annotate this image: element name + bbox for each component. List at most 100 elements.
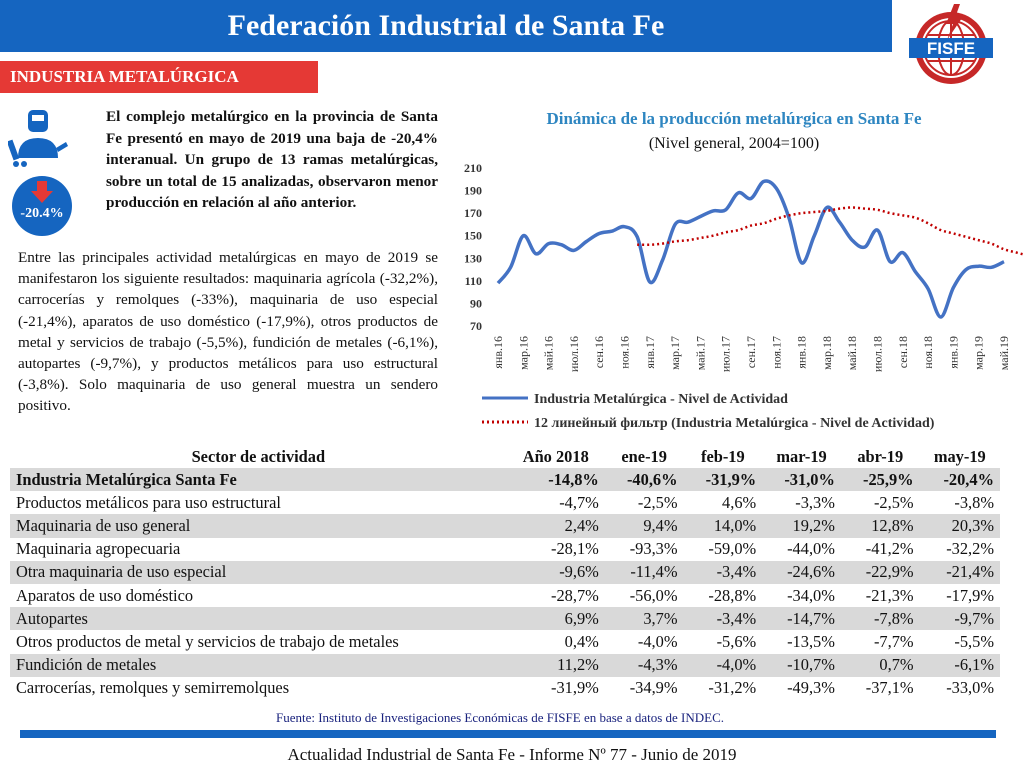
table-value-cell: -33,0% bbox=[946, 678, 994, 698]
table-sector-cell: Maquinaria de uso general bbox=[10, 514, 507, 538]
x-tick-label: сен.18 bbox=[896, 336, 910, 368]
pct-badge-value: -20.4% bbox=[20, 206, 64, 221]
production-chart: Dinámica de la producción metalúrgica en… bbox=[464, 109, 1024, 431]
table-value-cell: 14,0% bbox=[683, 514, 763, 538]
table-value-cell: -5,6% bbox=[716, 631, 757, 651]
table-row: Productos metálicos para uso estructural… bbox=[10, 491, 1000, 514]
table-value-cell: -6,1% bbox=[919, 653, 1000, 677]
table-value-cell: -40,6% bbox=[604, 468, 684, 492]
table-value-cell: -11,4% bbox=[604, 560, 684, 584]
chart-subtitle: (Nivel general, 2004=100) bbox=[649, 135, 819, 152]
table-value-cell: 11,2% bbox=[506, 653, 605, 677]
table-value-cell: -4,0% bbox=[637, 631, 678, 651]
table-value-cell: -3,4% bbox=[683, 560, 763, 584]
table-sector-cell: Maquinaria agropecuaria bbox=[16, 539, 181, 559]
table-value-cell: -44,0% bbox=[787, 539, 835, 559]
table-header-cell: feb-19 bbox=[701, 446, 745, 466]
x-tick-label: июл.16 bbox=[567, 336, 581, 372]
table-header-cell: ene-19 bbox=[621, 446, 667, 466]
table-header-cell: Sector de actividad bbox=[191, 446, 326, 466]
table-header-row: Sector de actividad Año 2018 ene-19 feb-19 m… bbox=[10, 445, 1000, 468]
table-value-cell: 20,3% bbox=[919, 514, 1000, 538]
table-value-cell: -34,9% bbox=[629, 678, 678, 698]
y-tick-label: 150 bbox=[464, 229, 482, 243]
table-header-cell: mar-19 bbox=[776, 446, 827, 466]
y-tick-label: 70 bbox=[470, 319, 482, 333]
x-tick-label: май.18 bbox=[845, 336, 859, 370]
table-value-cell: -28,1% bbox=[551, 539, 599, 559]
x-tick-label: май.16 bbox=[542, 336, 556, 370]
x-tick-label: мар.18 bbox=[820, 336, 834, 370]
table-value-cell: -3,8% bbox=[954, 492, 994, 512]
x-tick-label: янв.16 bbox=[491, 336, 505, 369]
table-row: Carrocerías, remolques y semirremolques -… bbox=[10, 677, 1000, 700]
source-note: Fuente: Instituto de Investigaciones Eco… bbox=[275, 710, 725, 725]
table-sector-cell: Industria Metalúrgica Santa Fe bbox=[10, 468, 507, 492]
y-tick-label: 90 bbox=[470, 296, 482, 310]
table-header-cell: may-19 bbox=[933, 446, 986, 466]
x-tick-label: мар.19 bbox=[972, 336, 986, 370]
table-value-cell: -31,9% bbox=[551, 678, 599, 698]
table-value-cell: 0,7% bbox=[840, 653, 920, 677]
x-tick-label: май.19 bbox=[997, 336, 1011, 370]
table-value-cell: 3,7% bbox=[604, 607, 684, 631]
table-header-cell: abr-19 bbox=[857, 446, 904, 466]
x-tick-label: янв.17 bbox=[643, 336, 657, 369]
table-value-cell: -28,8% bbox=[708, 585, 757, 605]
x-tick-label: ноя.18 bbox=[921, 336, 935, 369]
table-value-cell: -32,2% bbox=[946, 539, 994, 559]
arrow-down-icon bbox=[31, 181, 53, 203]
table-value-cell: -59,0% bbox=[708, 539, 757, 559]
x-tick-label: ноя.17 bbox=[769, 336, 783, 369]
x-tick-label: сен.16 bbox=[592, 336, 606, 368]
table-value-cell: -41,2% bbox=[865, 539, 914, 559]
table-value-cell: -31,0% bbox=[762, 468, 841, 492]
table-value-cell: -93,3% bbox=[629, 539, 678, 559]
chart-legend: Industria Metalúrgica - Nivel de Activid… bbox=[482, 392, 935, 431]
table-value-cell: -22,9% bbox=[840, 560, 920, 584]
table-value-cell: -31,2% bbox=[708, 678, 757, 698]
table-value-cell: -21,3% bbox=[865, 585, 914, 605]
table-value-cell: 9,4% bbox=[604, 514, 684, 538]
table-value-cell: -25,9% bbox=[840, 468, 920, 492]
table-value-cell: -24,6% bbox=[762, 560, 841, 584]
table-value-cell: -56,0% bbox=[629, 585, 678, 605]
x-tick-label: май.17 bbox=[693, 336, 707, 370]
table-value-cell: 12,8% bbox=[840, 514, 920, 538]
bolt-icon bbox=[946, 4, 962, 40]
table-value-cell: -7,7% bbox=[873, 631, 914, 651]
table-value-cell: -13,5% bbox=[787, 631, 835, 651]
table-sector-cell: Fundición de metales bbox=[10, 653, 507, 677]
legend-entry-trend: 12 линейный фильтр (Industria Metalúrgic… bbox=[534, 416, 935, 431]
table-value-cell: 6,9% bbox=[506, 607, 605, 631]
table-value-cell: -21,4% bbox=[919, 560, 1000, 584]
table-value-cell: -4,3% bbox=[604, 653, 684, 677]
section-tag: INDUSTRIA METALÚRGICA bbox=[0, 61, 318, 93]
table-value-cell: 19,2% bbox=[762, 514, 841, 538]
table-row: Fundición de metales 11,2% -4,3% -4,0% -10,7… bbox=[10, 653, 1000, 677]
table-sector-cell: Autopartes bbox=[10, 607, 507, 631]
table-header-cell: Año 2018 bbox=[522, 446, 589, 466]
table-value-cell: -7,8% bbox=[840, 607, 920, 631]
footer-text: Actualidad Industrial de Santa Fe - Info… bbox=[287, 745, 737, 764]
welder-worker-icon bbox=[8, 110, 68, 167]
table-row: Industria Metalúrgica Santa Fe -14,8% -40,… bbox=[10, 468, 1000, 492]
footer-rule bbox=[20, 730, 996, 738]
table-row: Autopartes 6,9% 3,7% -3,4% -14,7% -7,8% -9,7% bbox=[10, 607, 1000, 631]
table-value-cell: -9,6% bbox=[506, 560, 605, 584]
table-sector-cell: Otra maquinaria de uso especial bbox=[10, 560, 507, 584]
series-line-activity bbox=[496, 179, 1005, 319]
table-value-cell: -34,0% bbox=[787, 585, 835, 605]
header-bar bbox=[0, 0, 892, 52]
table-row: Otros productos de metal y servicios de … bbox=[10, 630, 1000, 653]
table-row: Maquinaria de uso general 2,4% 9,4% 14,0% 19… bbox=[10, 514, 1000, 538]
table-value-cell: 4,6% bbox=[722, 492, 757, 512]
table-value-cell: -5,5% bbox=[954, 631, 994, 651]
table-value-cell: -17,9% bbox=[946, 585, 994, 605]
legend-entry-series: Industria Metalúrgica - Nivel de Activid… bbox=[534, 392, 788, 407]
chart-title: Dinámica de la producción metalúrgica en… bbox=[546, 109, 922, 128]
table-value-cell: -9,7% bbox=[919, 607, 1000, 631]
table-value-cell: 0,4% bbox=[564, 631, 599, 651]
table-value-cell: -49,3% bbox=[787, 678, 835, 698]
logo-text: FISFE bbox=[927, 39, 975, 58]
